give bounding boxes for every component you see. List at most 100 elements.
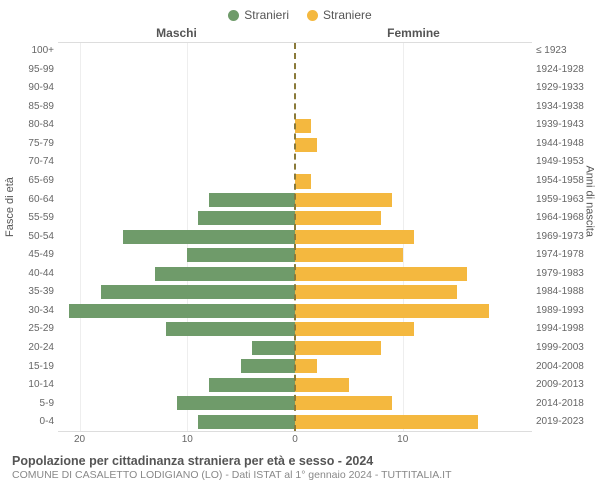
- bar-row: [58, 246, 532, 264]
- yaxis-right-label: 1989-1993: [536, 302, 588, 321]
- bar-row: [58, 135, 532, 153]
- yaxis-left: 100+95-9990-9485-8980-8475-7970-7465-696…: [8, 42, 58, 432]
- plot-area: Fasce di età Anni di nascita 100+95-9990…: [8, 42, 592, 432]
- legend-label-male: Stranieri: [244, 8, 289, 22]
- bar-row: [58, 357, 532, 375]
- bar-row: [58, 154, 532, 172]
- xaxis-tick: 0: [292, 434, 298, 445]
- xaxis-tick: 10: [182, 434, 193, 445]
- bar-female: [295, 396, 392, 410]
- yaxis-right-label: 1964-1968: [536, 209, 588, 228]
- bar-male: [241, 359, 295, 373]
- bar-female: [295, 341, 381, 355]
- yaxis-left-label: 85-89: [12, 98, 54, 117]
- bar-male: [198, 211, 295, 225]
- yaxis-right-label: 1944-1948: [536, 135, 588, 154]
- bar-male: [155, 267, 295, 281]
- panel-titles: Maschi Femmine: [8, 26, 592, 40]
- yaxis-left-label: 25-29: [12, 320, 54, 339]
- yaxis-right-label: 1974-1978: [536, 246, 588, 265]
- population-pyramid-chart: Stranieri Straniere Maschi Femmine Fasce…: [0, 0, 600, 500]
- yaxis-title-left: Fasce di età: [4, 177, 16, 237]
- panel-title-right: Femmine: [295, 26, 532, 40]
- yaxis-left-label: 80-84: [12, 116, 54, 135]
- xaxis-ticks: 20 10 0 10: [58, 434, 532, 448]
- bar-row: [58, 98, 532, 116]
- yaxis-left-label: 40-44: [12, 265, 54, 284]
- yaxis-left-label: 50-54: [12, 228, 54, 247]
- bar-male: [209, 378, 295, 392]
- yaxis-left-label: 65-69: [12, 172, 54, 191]
- bar-row: [58, 302, 532, 320]
- bars-container: [58, 42, 532, 432]
- xaxis-tick: 20: [74, 434, 85, 445]
- bar-female: [295, 359, 317, 373]
- yaxis-right-label: 1924-1928: [536, 61, 588, 80]
- bar-row: [58, 43, 532, 61]
- yaxis-right-label: 2019-2023: [536, 413, 588, 432]
- bar-row: [58, 283, 532, 301]
- yaxis-left-label: 100+: [12, 42, 54, 61]
- bar-male: [187, 248, 295, 262]
- yaxis-right-label: 1939-1943: [536, 116, 588, 135]
- yaxis-right-label: 1994-1998: [536, 320, 588, 339]
- yaxis-left-label: 60-64: [12, 191, 54, 210]
- bar-female: [295, 322, 414, 336]
- xaxis-tick: 10: [397, 434, 408, 445]
- legend-label-female: Straniere: [323, 8, 372, 22]
- yaxis-left-label: 70-74: [12, 153, 54, 172]
- yaxis-right-label: 1959-1963: [536, 191, 588, 210]
- legend-swatch-male: [228, 10, 239, 21]
- yaxis-left-label: 45-49: [12, 246, 54, 265]
- yaxis-right-label: 1969-1973: [536, 228, 588, 247]
- bar-male: [69, 304, 295, 318]
- bar-row: [58, 117, 532, 135]
- yaxis-left-label: 0-4: [12, 413, 54, 432]
- yaxis-left-label: 10-14: [12, 376, 54, 395]
- bar-row: [58, 320, 532, 338]
- yaxis-left-label: 15-19: [12, 358, 54, 377]
- bar-male: [252, 341, 295, 355]
- bar-male: [198, 415, 295, 429]
- bar-row: [58, 412, 532, 430]
- bar-row: [58, 191, 532, 209]
- yaxis-right-label: ≤ 1923: [536, 42, 588, 61]
- bar-female: [295, 211, 381, 225]
- bar-female: [295, 378, 349, 392]
- yaxis-left-label: 55-59: [12, 209, 54, 228]
- yaxis-right-label: 1934-1938: [536, 98, 588, 117]
- yaxis-left-label: 90-94: [12, 79, 54, 98]
- bar-row: [58, 209, 532, 227]
- footer-title: Popolazione per cittadinanza straniera p…: [12, 454, 588, 468]
- bar-female: [295, 304, 489, 318]
- legend: Stranieri Straniere: [8, 8, 592, 22]
- footer-subtitle: COMUNE DI CASALETTO LODIGIANO (LO) - Dat…: [12, 469, 588, 481]
- bar-male: [166, 322, 295, 336]
- legend-swatch-female: [307, 10, 318, 21]
- legend-item-female: Straniere: [307, 8, 372, 22]
- bar-row: [58, 394, 532, 412]
- panel-title-left: Maschi: [58, 26, 295, 40]
- bar-row: [58, 172, 532, 190]
- bar-female: [295, 193, 392, 207]
- yaxis-right-label: 1954-1958: [536, 172, 588, 191]
- bar-female: [295, 415, 478, 429]
- yaxis-right-label: 2009-2013: [536, 376, 588, 395]
- bar-row: [58, 339, 532, 357]
- yaxis-left-label: 95-99: [12, 61, 54, 80]
- yaxis-right-label: 1999-2003: [536, 339, 588, 358]
- yaxis-title-right: Anni di nascita: [584, 165, 596, 237]
- bar-male: [177, 396, 296, 410]
- yaxis-right-label: 1984-1988: [536, 283, 588, 302]
- yaxis-left-label: 20-24: [12, 339, 54, 358]
- legend-item-male: Stranieri: [228, 8, 289, 22]
- yaxis-right-label: 1979-1983: [536, 265, 588, 284]
- yaxis-right-label: 1949-1953: [536, 153, 588, 172]
- footer: Popolazione per cittadinanza straniera p…: [8, 454, 592, 481]
- yaxis-right-label: 2014-2018: [536, 395, 588, 414]
- yaxis-right-label: 1929-1933: [536, 79, 588, 98]
- bar-male: [101, 285, 295, 299]
- bar-female: [295, 174, 311, 188]
- bar-row: [58, 375, 532, 393]
- bar-female: [295, 119, 311, 133]
